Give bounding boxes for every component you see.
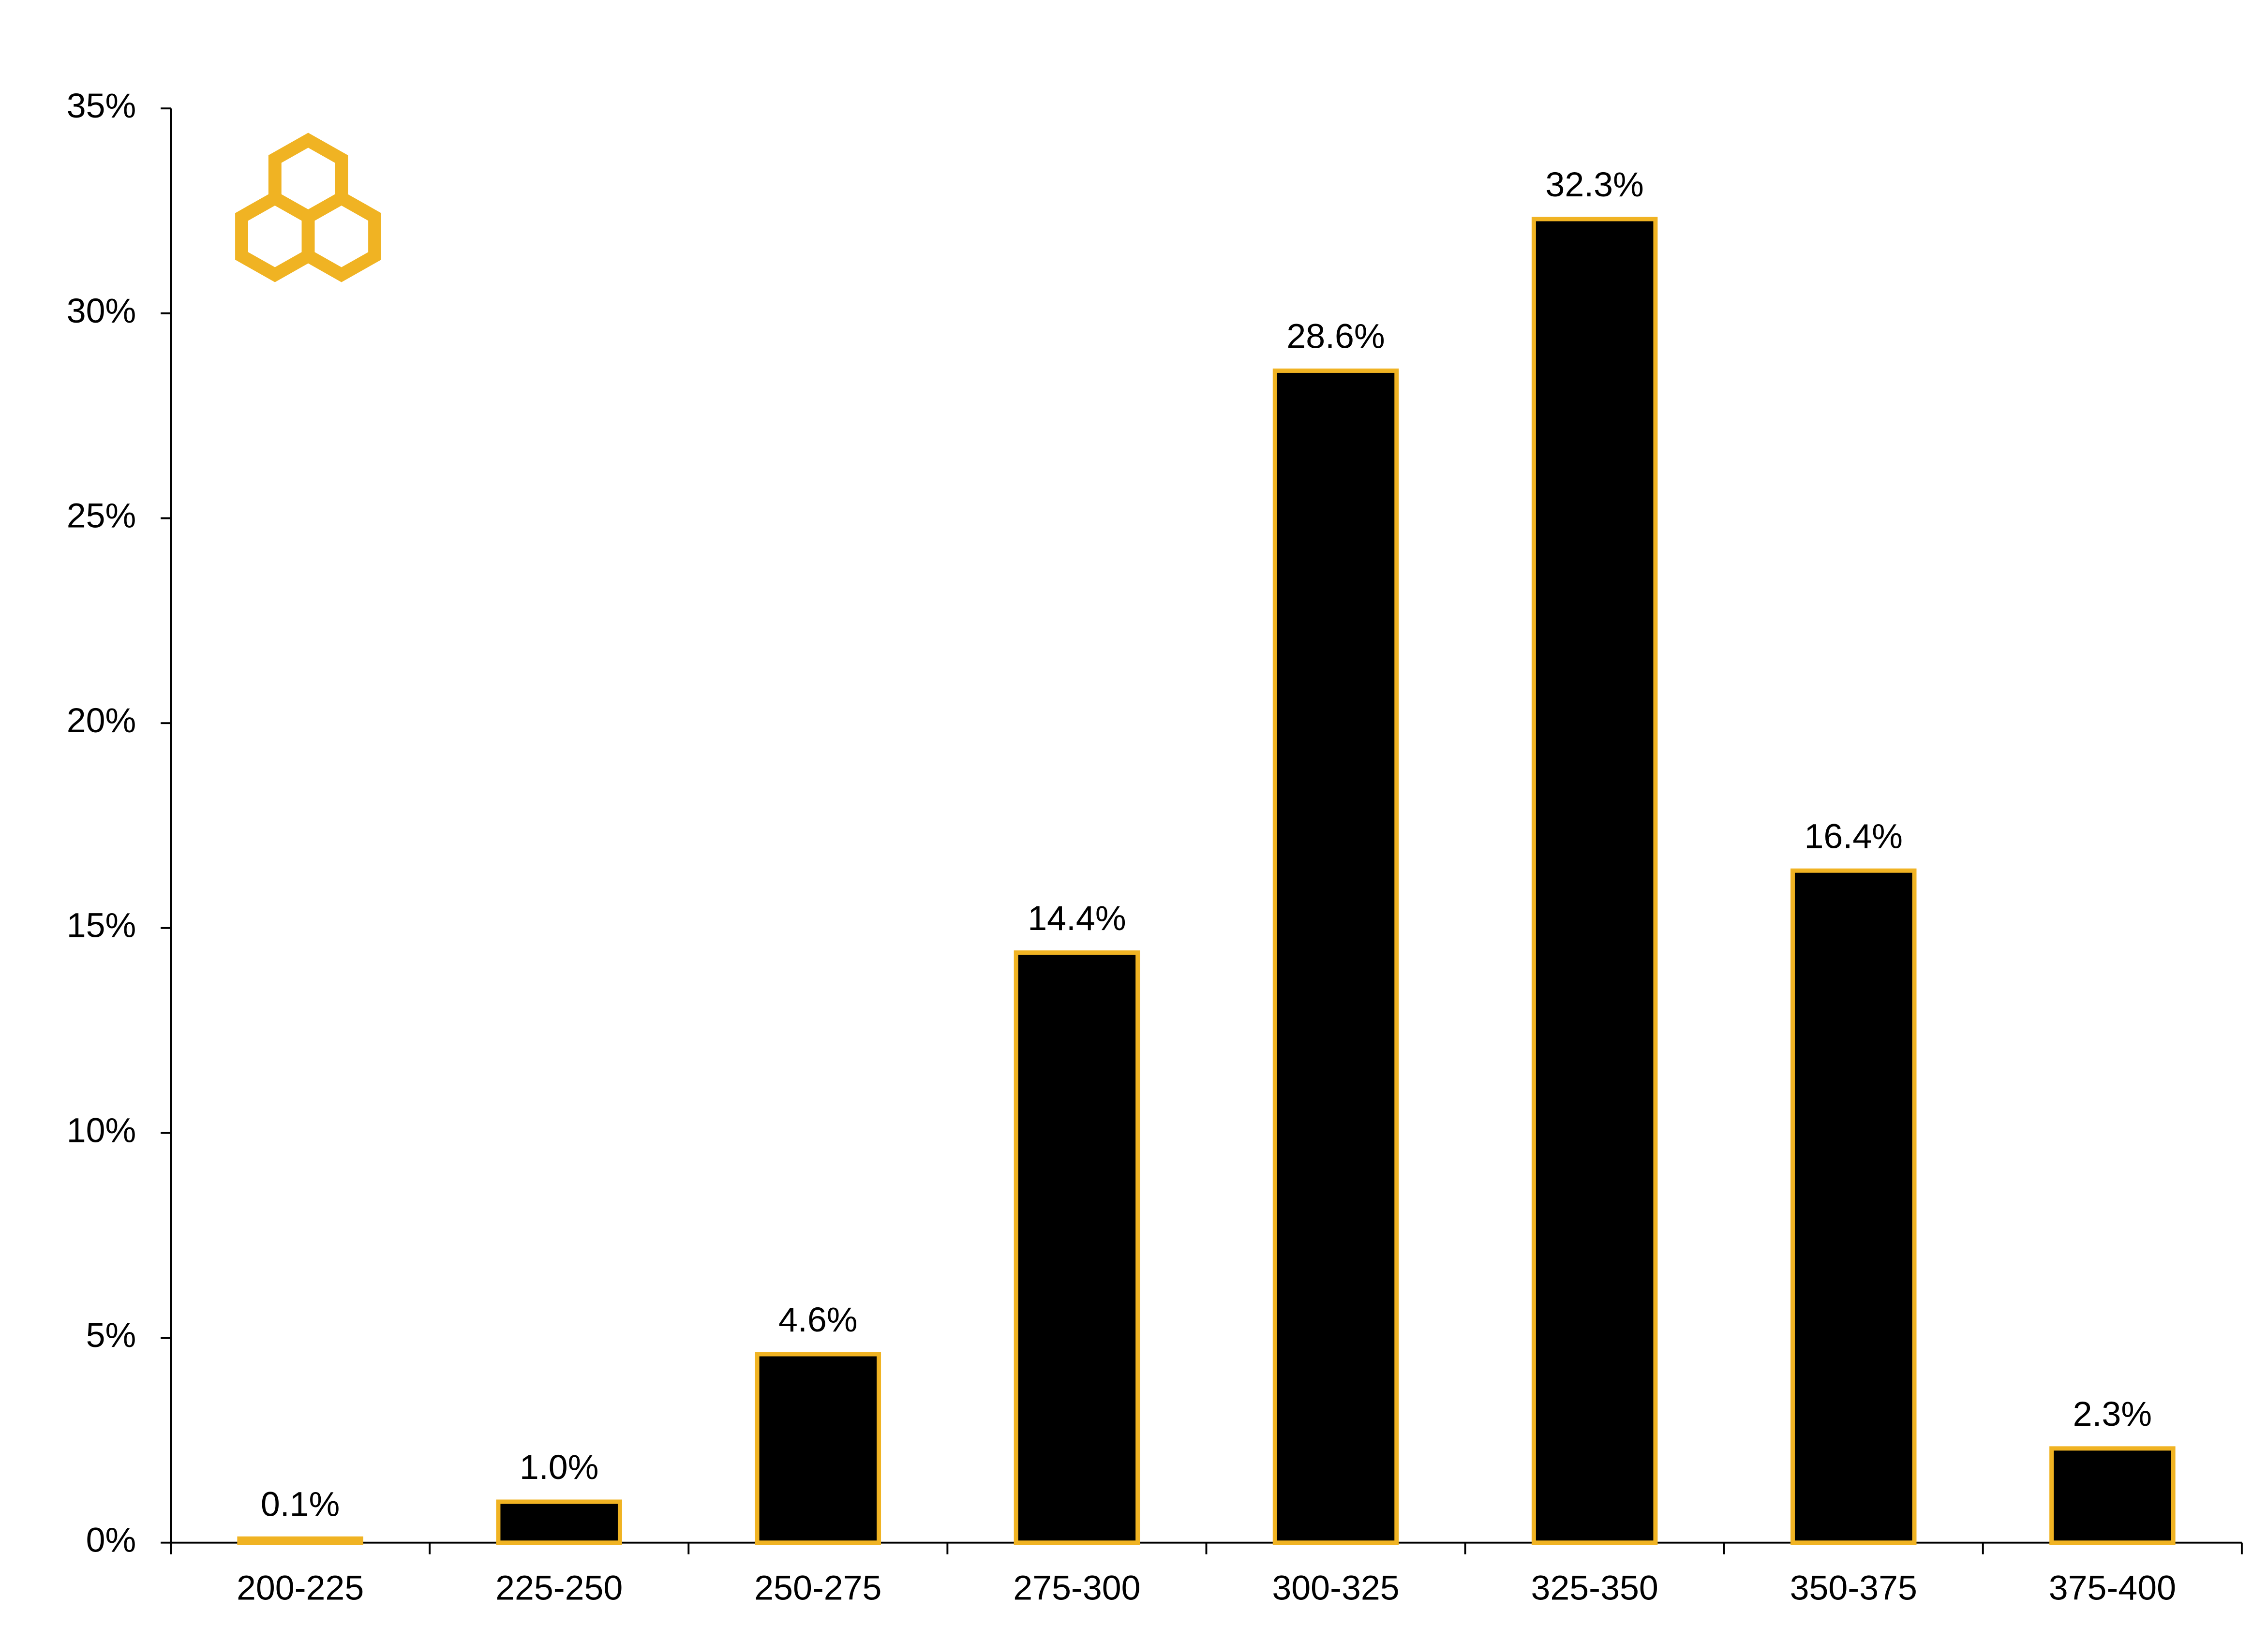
bar [1014,950,1140,1545]
y-tick-label: 35% [67,87,136,125]
x-tick-label: 250-275 [754,1568,881,1607]
y-tick-label: 5% [86,1316,136,1355]
logo [235,133,382,282]
data-label: 28.6% [1286,317,1385,356]
bar [1531,217,1658,1545]
data-label: 14.4% [1028,899,1126,938]
data-label: 16.4% [1805,817,1903,856]
bar [2049,1446,2176,1545]
bar [755,1352,881,1545]
bar [1791,868,1917,1545]
x-tick-label: 225-250 [495,1568,623,1607]
data-label: 1.0% [520,1448,599,1487]
bar [496,1499,622,1545]
logo-hexagon [235,191,315,282]
y-tick-label: 10% [67,1111,136,1150]
x-tick-label: 325-350 [1531,1568,1658,1607]
data-label: 32.3% [1545,165,1643,204]
bar [1272,368,1399,1545]
logo-hexagon [301,191,382,282]
bar [237,1536,363,1545]
y-tick-label: 0% [86,1521,136,1560]
y-tick-label: 25% [67,496,136,535]
x-tick-label: 300-325 [1272,1568,1399,1607]
y-tick-label: 20% [67,701,136,740]
x-tick-label: 350-375 [1790,1568,1917,1607]
x-tick-label: 275-300 [1013,1568,1140,1607]
y-tick-label: 30% [67,292,136,330]
data-label: 2.3% [2073,1395,2152,1434]
data-label: 0.1% [261,1485,340,1523]
x-tick-label: 200-225 [237,1568,364,1607]
y-tick-label: 15% [67,906,136,945]
x-tick-label: 375-400 [2049,1568,2176,1607]
data-label: 4.6% [778,1301,858,1339]
